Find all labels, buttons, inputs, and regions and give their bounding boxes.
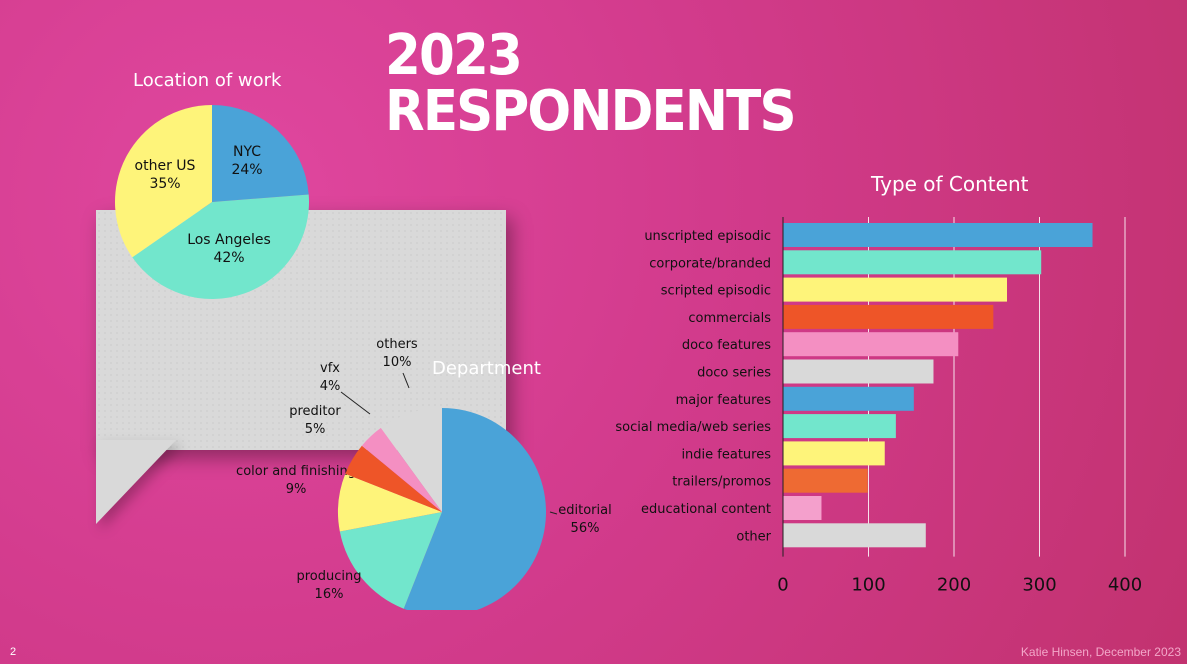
content-xtick-label: 200 <box>937 575 971 596</box>
content-category-label: social media/web series <box>615 420 771 435</box>
speech-bubble-tail <box>96 440 176 524</box>
content-category-label: major features <box>676 393 772 408</box>
department-label-preditor: preditor <box>289 404 341 419</box>
department-pct-editorial: 56% <box>571 521 600 536</box>
content-category-label: other <box>736 529 771 544</box>
content-bar-major-features <box>783 386 914 411</box>
department-label-others: others <box>376 337 418 352</box>
department-leader-others <box>402 372 410 389</box>
page-number: 2 <box>10 646 17 658</box>
location-chart-title: Location of work <box>133 70 282 91</box>
department-label-producing: producing <box>296 569 361 584</box>
department-pct-others: 10% <box>383 355 412 370</box>
location-label-other-us: other US <box>135 158 196 174</box>
location-slice-los-angeles <box>132 194 309 299</box>
location-pct-other-us: 35% <box>149 176 180 192</box>
department-pct-color-and-finishing: 9% <box>286 482 307 497</box>
location-label-los-angeles: Los Angeles <box>187 232 271 248</box>
content-category-label: trailers/promos <box>672 475 771 490</box>
location-label-nyc: NYC <box>233 144 261 160</box>
department-pct-producing: 16% <box>315 587 344 602</box>
department-label-vfx: vfx <box>320 361 340 376</box>
department-label-color-and-finishing: color and finishing <box>236 464 356 479</box>
department-slice-vfx <box>361 427 442 512</box>
content-bar-trailers-promos <box>783 468 868 493</box>
content-bar-doco-series <box>783 359 934 384</box>
content-category-label: scripted episodic <box>661 284 771 299</box>
content-category-label: unscripted episodic <box>644 229 771 244</box>
content-category-label: doco series <box>697 366 771 381</box>
content-chart-title: Type of Content <box>871 172 1029 196</box>
content-bar-other <box>783 523 926 548</box>
department-slice-editorial <box>403 408 546 610</box>
content-bar-indie-features <box>783 441 885 466</box>
department-pie-chart: editorial 56% producing 16% color and finish… <box>236 337 612 610</box>
content-category-label: doco features <box>682 338 771 353</box>
content-bar-doco-features <box>783 332 959 357</box>
department-chart-title: Department <box>432 358 541 379</box>
credit-text: Katie Hinsen, December 2023 <box>1020 645 1181 659</box>
content-xtick-label: 0 <box>777 575 788 596</box>
content-bar-chart: 0 100 200 300 400 unscripted episodic corporat… <box>615 217 1142 596</box>
department-slice-preditor <box>345 445 442 512</box>
department-pct-preditor: 5% <box>305 422 326 437</box>
content-bar-corporate-branded <box>783 250 1042 275</box>
content-xtick-label: 100 <box>851 575 885 596</box>
location-slice-other-us <box>115 105 212 258</box>
content-xtick-label: 300 <box>1022 575 1056 596</box>
page-title: 2023 RESPONDENTS <box>385 23 797 144</box>
department-leader-vfx <box>340 391 371 415</box>
location-pct-los-angeles: 42% <box>213 250 244 266</box>
location-pie-chart: NYC 24% Los Angeles 42% other US 35% <box>115 105 309 299</box>
content-bar-unscripted-episodic <box>783 223 1093 247</box>
content-category-label: corporate/branded <box>649 256 771 271</box>
location-slice-nyc <box>212 105 309 202</box>
content-bar-commercials <box>783 304 994 329</box>
content-bar-educational-content <box>783 496 822 520</box>
content-category-label: indie features <box>681 447 771 462</box>
department-pct-vfx: 4% <box>320 379 341 394</box>
department-slice-others <box>380 408 442 512</box>
content-xtick-label: 400 <box>1108 575 1142 596</box>
content-category-label: commercials <box>688 311 771 326</box>
location-pct-nyc: 24% <box>231 162 262 178</box>
content-category-label: educational content <box>641 502 771 517</box>
department-leader-editorial <box>549 511 558 515</box>
department-slice-color-and-finishing <box>338 473 442 532</box>
department-slice-producing <box>339 512 442 609</box>
department-label-editorial: editorial <box>558 503 611 518</box>
content-bar-scripted-episodic <box>783 277 1008 302</box>
content-bar-social-media-web-series <box>783 414 896 439</box>
